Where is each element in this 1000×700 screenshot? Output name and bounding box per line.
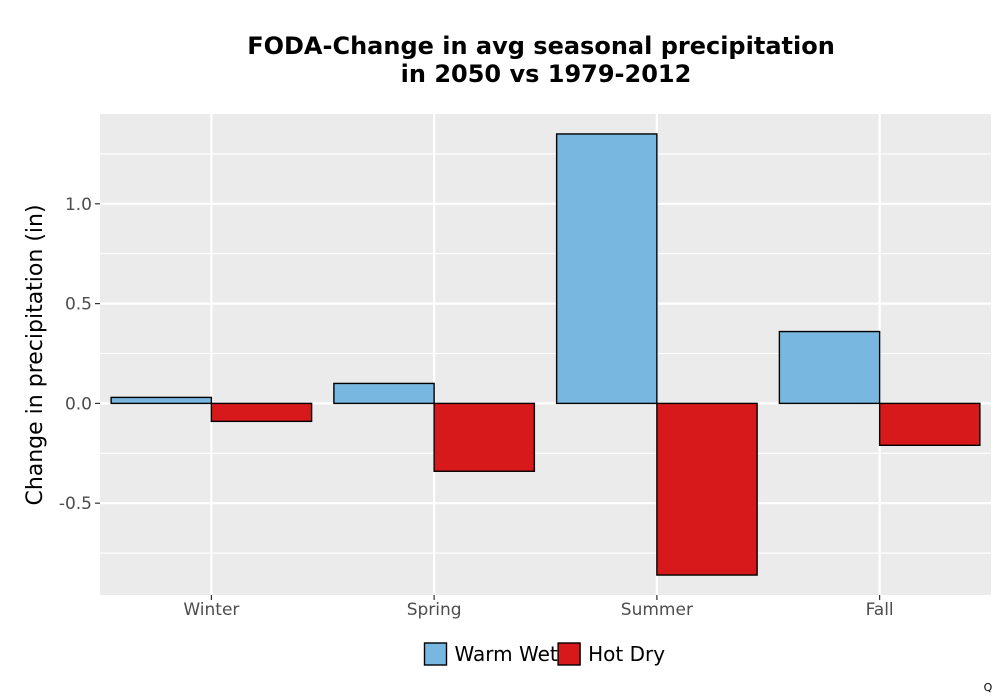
chart-title-line-1: FODA-Change in avg seasonal precipitatio… xyxy=(247,32,835,60)
y-tick-label: 1.0 xyxy=(65,195,92,215)
legend: Warm Wet Hot Dry xyxy=(423,642,665,666)
legend-label-hot-dry: Hot Dry xyxy=(588,642,665,666)
bar-warm-wet-spring xyxy=(333,382,435,405)
bar-warm-wet-summer xyxy=(555,133,658,405)
bar-hot-dry-summer xyxy=(656,402,758,576)
bar-warm-wet-fall xyxy=(778,330,881,405)
bar-hot-dry-winter xyxy=(210,402,313,423)
plot-area: -0.5 0.0 0.5 1.0 Winter Spring Summer Fall xyxy=(59,114,991,620)
corner-mark: Q xyxy=(984,681,993,694)
x-tick-label: Fall xyxy=(866,600,894,620)
bar-warm-wet-winter xyxy=(110,396,213,405)
bar-hot-dry-spring xyxy=(433,402,536,472)
chart-title-line-2: in 2050 vs 1979-2012 xyxy=(401,60,692,88)
bar-hot-dry-fall xyxy=(878,402,981,447)
y-tick-label: -0.5 xyxy=(59,494,92,514)
x-tick-label: Winter xyxy=(183,600,239,620)
y-tick-label: 0.5 xyxy=(65,295,92,315)
legend-key-warm-wet xyxy=(423,642,448,666)
y-axis-title: Change in precipitation (in) xyxy=(23,204,48,505)
x-tick-label: Summer xyxy=(621,600,693,620)
y-tick-label: 0.0 xyxy=(65,394,92,414)
x-tick-label: Spring xyxy=(407,600,462,620)
legend-label-warm-wet: Warm Wet xyxy=(455,642,558,666)
legend-key-hot-dry xyxy=(557,642,581,666)
